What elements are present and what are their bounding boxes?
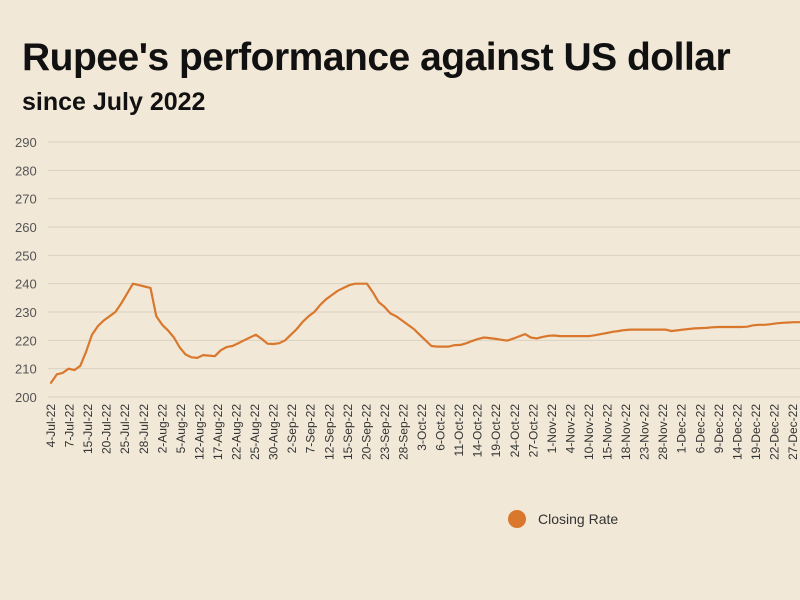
- y-tick-label: 220: [15, 333, 37, 348]
- x-tick-label: 18-Nov-22: [619, 404, 633, 460]
- x-tick-label: 28-Sep-22: [396, 404, 410, 460]
- x-tick-label: 6-Dec-22: [693, 404, 707, 454]
- y-tick-label: 250: [15, 248, 37, 263]
- chart-title: Rupee's performance against US dollar: [22, 36, 731, 79]
- x-tick-label: 4-Nov-22: [563, 404, 577, 454]
- x-tick-label: 7-Sep-22: [304, 404, 318, 454]
- series-line-closing-rate: [49, 282, 800, 384]
- x-tick-label: 30-Aug-22: [267, 404, 281, 460]
- x-tick-label: 2-Sep-22: [285, 404, 299, 454]
- x-tick-label: 25-Aug-22: [248, 404, 262, 460]
- series-layer: [49, 282, 800, 384]
- x-tick-label: 15-Sep-22: [341, 404, 355, 460]
- x-tick-label: 20-Sep-22: [359, 404, 373, 460]
- x-tick-label: 24-Oct-22: [508, 404, 522, 458]
- chart-subtitle: since July 2022: [22, 88, 206, 116]
- x-tick-label: 14-Dec-22: [730, 404, 744, 460]
- grid: [48, 141, 800, 398]
- y-tick-label: 260: [15, 220, 37, 235]
- y-tick-label: 240: [15, 277, 37, 292]
- x-tick-label: 1-Nov-22: [545, 404, 559, 454]
- x-tick-label: 20-Jul-22: [100, 404, 114, 454]
- x-tick-label: 22-Dec-22: [767, 404, 781, 460]
- x-tick-label: 23-Nov-22: [638, 404, 652, 460]
- y-tick-label: 210: [15, 362, 37, 377]
- x-tick-label: 19-Dec-22: [749, 404, 763, 460]
- x-tick-label: 5-Aug-22: [174, 404, 188, 454]
- x-tick-label: 4-Jul-22: [44, 404, 58, 448]
- y-tick-label: 290: [15, 135, 37, 150]
- x-tick-label: 7-Jul-22: [63, 404, 77, 448]
- y-tick-label: 280: [15, 163, 37, 178]
- x-tick-label: 1-Dec-22: [675, 404, 689, 454]
- y-axis: 200 210 220 230 240 250 260 270 280 290: [15, 135, 37, 405]
- x-tick-label: 19-Oct-22: [489, 404, 503, 458]
- x-tick-label: 27-Oct-22: [526, 404, 540, 458]
- x-tick-label: 15-Jul-22: [81, 404, 95, 454]
- x-tick-label: 14-Oct-22: [471, 404, 485, 458]
- x-tick-label: 28-Nov-22: [656, 404, 670, 460]
- y-tick-label: 270: [15, 192, 37, 207]
- x-tick-label: 22-Aug-22: [230, 404, 244, 460]
- x-tick-label: 23-Sep-22: [378, 404, 392, 460]
- y-tick-label: 200: [15, 390, 37, 405]
- x-tick-label: 10-Nov-22: [582, 404, 596, 460]
- x-tick-label: 27-Dec-22: [786, 404, 800, 460]
- x-tick-label: 6-Oct-22: [434, 404, 448, 451]
- x-axis: 4-Jul-22 7-Jul-22 15-Jul-22 20-Jul-22 25-Jul…: [44, 404, 800, 460]
- x-tick-label: 11-Oct-22: [452, 404, 466, 457]
- x-tick-label: 28-Jul-22: [137, 404, 151, 454]
- legend-label[interactable]: Closing Rate: [538, 511, 618, 527]
- x-tick-label: 2-Aug-22: [155, 404, 169, 454]
- x-tick-label: 25-Jul-22: [118, 404, 132, 454]
- x-tick-label: 17-Aug-22: [211, 404, 225, 460]
- x-tick-label: 9-Dec-22: [712, 404, 726, 454]
- legend-marker[interactable]: [508, 510, 526, 528]
- x-tick-label: 12-Aug-22: [192, 404, 206, 460]
- legend[interactable]: Closing Rate: [508, 510, 618, 528]
- x-tick-label: 12-Sep-22: [322, 404, 336, 460]
- y-tick-label: 230: [15, 305, 37, 320]
- x-tick-label: 3-Oct-22: [415, 404, 429, 451]
- x-tick-label: 15-Nov-22: [601, 404, 615, 460]
